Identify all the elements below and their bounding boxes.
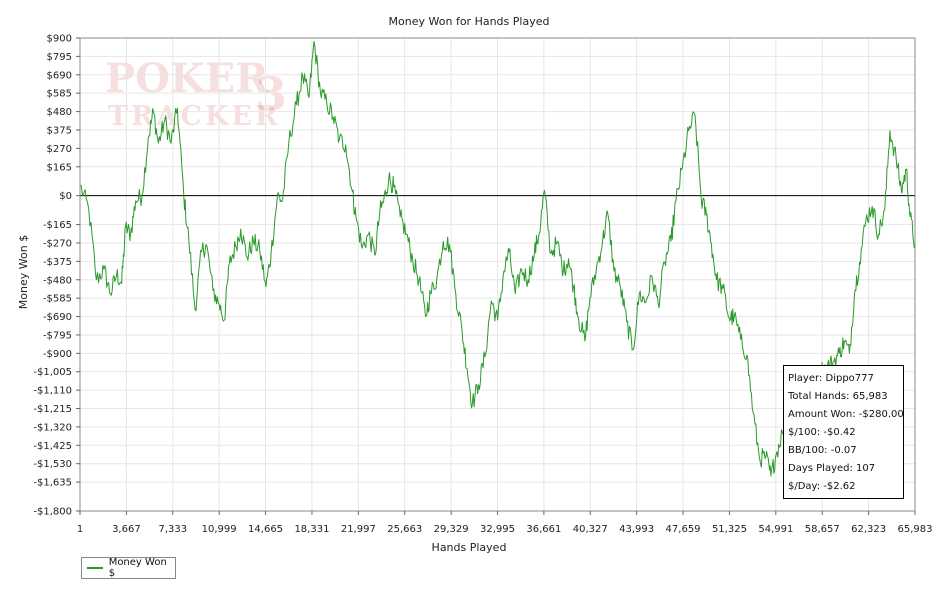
x-tick-label: 32,995 [480,524,515,535]
x-tick-label: 43,993 [619,524,654,535]
y-tick-label: $690 [47,70,72,81]
legend: Money Won $ [81,557,176,579]
series-line-money-won [79,41,916,477]
y-tick-label: $900 [47,34,72,45]
x-tick-label: 51,325 [712,524,747,535]
x-tick-label: 47,659 [666,524,701,535]
stat-days-played: Days Played: 107 [788,463,876,474]
x-tick-label: 10,999 [202,524,237,535]
stat-bb-100: BB/100: -0.07 [788,445,857,456]
watermark-line-2: TRACKER [108,101,280,132]
y-tick-label: -$480 [43,275,72,286]
chart-title: Money Won for Hands Played [389,15,550,28]
stat-amount-won: Amount Won: -$280.00 [788,409,904,420]
x-tick-label: 58,657 [805,524,840,535]
y-tick-label: -$1,320 [33,422,72,433]
legend-label: Money Won $ [108,557,167,579]
watermark-line-1: POKER [105,55,269,102]
x-tick-label: 54,991 [758,524,793,535]
y-tick-label: -$270 [43,238,72,249]
x-tick-label: 3,667 [112,524,141,535]
y-tick-label: $165 [47,162,72,173]
x-axis-ticks: 1 3,667 7,333 10,999 14,665 18,331 21,997 25,66… [77,511,933,535]
x-tick-label: 36,661 [526,524,561,535]
y-tick-label: -$1,110 [33,386,72,397]
y-tick-label: $795 [47,52,72,63]
y-tick-label: -$1,425 [33,441,72,452]
x-tick-label: 14,665 [248,524,283,535]
y-tick-label: $480 [47,107,72,118]
x-tick-label: 25,663 [387,524,422,535]
y-axis-label: Money Won $ [17,235,30,309]
y-tick-label: -$690 [43,312,72,323]
x-tick-label: 29,329 [434,524,469,535]
y-tick-label: -$1,800 [33,507,72,518]
watermark: POKER TRACKER 3 [105,55,287,132]
y-tick-label: -$375 [43,257,72,268]
x-tick-label: 1 [77,524,83,535]
y-tick-label: -$900 [43,349,72,360]
stat-total-hands: Total Hands: 65,983 [788,391,888,402]
y-tick-label: -$585 [43,294,72,305]
y-tick-label: $0 [59,191,72,202]
x-tick-label: 7,333 [158,524,187,535]
x-tick-label: 65,983 [898,524,933,535]
y-tick-label: $375 [47,125,72,136]
stat-per-day: $/Day: -$2.62 [788,481,856,492]
y-tick-label: -$795 [43,330,72,341]
y-tick-label: -$1,005 [33,367,72,378]
x-axis-label: Hands Played [432,541,507,554]
stat-player: Player: Dippo777 [788,373,874,384]
x-tick-label: 21,997 [341,524,376,535]
legend-swatch [87,567,103,569]
y-tick-label: $270 [47,144,72,155]
stat-per-100: $/100: -$0.42 [788,427,856,438]
y-tick-label: -$1,635 [33,478,72,489]
x-tick-label: 18,331 [294,524,329,535]
y-axis-ticks: $900 $795 $690 $585 $480 $375 $270 $165 $0 -$165 -… [33,34,80,518]
y-tick-label: $585 [47,89,72,100]
y-tick-label: -$165 [43,220,72,231]
x-tick-label: 62,323 [851,524,886,535]
stats-box: Player: Dippo777 Total Hands: 65,983 Amo… [783,365,904,499]
y-tick-label: -$1,215 [33,404,72,415]
x-tick-label: 40,327 [573,524,608,535]
y-tick-label: -$1,530 [33,459,72,470]
